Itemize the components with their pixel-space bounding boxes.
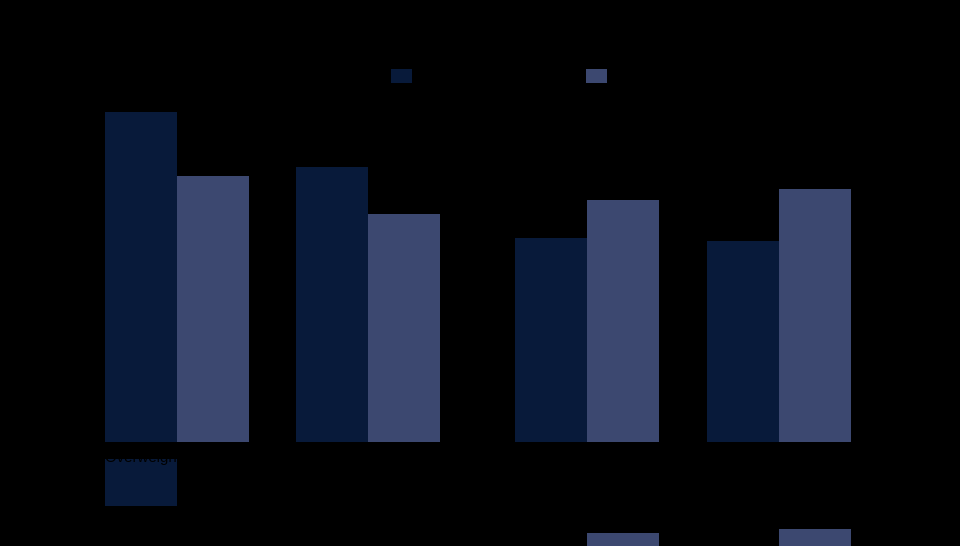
source-note: SOURCE: Data table for Figure 1. Availab… xyxy=(62,512,723,545)
x-axis-labels: Ages 2–5 years Ages 6–11 years Ages 12–19 … xyxy=(105,446,855,486)
y-tick-label: 0 xyxy=(94,435,101,449)
y-tick-label: 30 xyxy=(87,182,101,196)
y-axis-ticks: 40 35 30 25 20 15 10 5 0 xyxy=(55,97,101,449)
chart-subtitle: United States, 2003–2006 xyxy=(403,32,557,47)
footer-panel-label: Overweight xyxy=(105,449,181,466)
chart-legend: Male Female xyxy=(330,66,690,88)
legend-label-female: Female xyxy=(614,69,656,83)
y-tick-label: 5 xyxy=(94,393,101,407)
x-tick-label: Ages 6–11 years xyxy=(321,446,415,460)
chart-title: Prevalence of overweight and obesity amo… xyxy=(189,8,771,27)
x-tick-label: Ages 12–19 years xyxy=(536,446,638,460)
bar-1-0[interactable] xyxy=(296,167,368,442)
y-tick-label: 15 xyxy=(87,308,101,322)
legend-swatch-male xyxy=(391,69,412,83)
y-axis-title: Percent xyxy=(15,215,29,259)
partial-bar-0[interactable] xyxy=(587,533,659,546)
bar-3-1[interactable] xyxy=(779,189,851,442)
x-tick-label: Ages 20 years and over xyxy=(712,446,846,460)
partial-bar-1[interactable] xyxy=(779,529,851,546)
y-tick-label: 10 xyxy=(87,351,101,365)
bar-0-0[interactable] xyxy=(105,112,177,442)
y-tick-label: 35 xyxy=(87,139,101,153)
plot-area xyxy=(105,104,855,442)
footer-color-block xyxy=(105,459,177,506)
x-tick-label: Ages 2–5 years xyxy=(133,446,221,460)
legend-swatch-female xyxy=(586,69,607,83)
bar-1-1[interactable] xyxy=(368,214,440,442)
legend-item-female[interactable]: Female xyxy=(586,66,656,86)
y-tick-label: 20 xyxy=(87,266,101,280)
y-tick-label: 25 xyxy=(87,224,101,238)
bar-2-1[interactable] xyxy=(587,200,659,442)
legend-item-male[interactable]: Male xyxy=(391,66,446,86)
legend-label-male: Male xyxy=(419,69,447,83)
bar-0-1[interactable] xyxy=(177,176,249,442)
y-tick-label: 40 xyxy=(87,97,101,111)
bar-3-0[interactable] xyxy=(707,241,779,442)
bar-2-0[interactable] xyxy=(515,238,587,442)
x-axis-line xyxy=(105,442,855,443)
